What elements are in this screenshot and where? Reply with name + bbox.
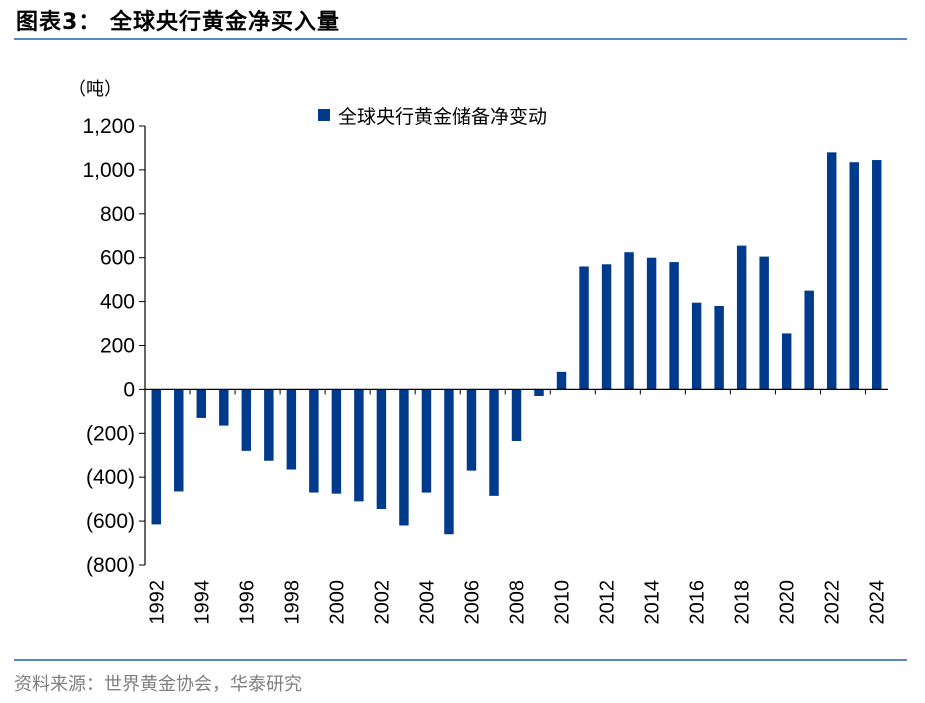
- bar-2019: [759, 256, 769, 390]
- bar-2016: [691, 302, 702, 390]
- y-tick-label: (600): [86, 510, 135, 533]
- y-tick-label: 600: [100, 247, 135, 270]
- x-tick-label: 2020: [777, 580, 799, 625]
- y-tick-label: 1,200: [82, 115, 135, 138]
- x-tick-label: 2008: [507, 580, 529, 625]
- bar-2002: [376, 389, 387, 510]
- y-tick-label: 0: [123, 378, 135, 401]
- bar-1996: [241, 389, 252, 451]
- source-note: 资料来源：世界黄金协会，华泰研究: [14, 674, 302, 695]
- y-tick-label: 200: [100, 335, 135, 358]
- bar-series: [151, 152, 882, 535]
- bar-1993: [174, 389, 184, 492]
- x-tick-label: 2002: [371, 580, 393, 625]
- y-tick-label: 1,000: [82, 159, 135, 182]
- bar-1999: [309, 389, 319, 493]
- bar-2001: [354, 389, 364, 502]
- bar-2022: [826, 152, 837, 390]
- bar-2005: [444, 389, 454, 535]
- x-tick-label: 2012: [597, 580, 619, 625]
- x-tick-label: 1996: [236, 580, 258, 625]
- bar-2013: [624, 252, 634, 390]
- bar-1998: [286, 389, 297, 470]
- x-tick-label: 2018: [732, 580, 754, 625]
- bar-2018: [736, 245, 747, 390]
- bar-2008: [511, 389, 522, 441]
- y-axis-ticks: 1,200 1,000 800 600 400 200 0 (200) (400) (600) (8…: [82, 115, 145, 577]
- bar-2020: [781, 333, 792, 390]
- y-tick-label: (400): [86, 466, 135, 489]
- x-tick-label: 2016: [687, 580, 709, 625]
- bar-chart: 1,2001,0008006004002000(200)(400)(600)(8…: [68, 79, 889, 625]
- bar-2000: [331, 389, 342, 494]
- x-tick-label: 2022: [822, 580, 844, 625]
- bar-2007: [489, 389, 499, 496]
- bar-1994: [196, 389, 207, 418]
- x-tick-label: 2014: [642, 580, 664, 625]
- bar-2014: [646, 257, 657, 390]
- bar-2003: [399, 389, 409, 526]
- bottom-rule: [14, 659, 907, 661]
- x-tick-label: 2000: [326, 580, 348, 625]
- top-rule: [14, 38, 907, 40]
- bar-2024: [872, 160, 882, 390]
- bar-1997: [264, 389, 274, 461]
- x-tick-label: 2004: [416, 580, 438, 625]
- x-tick-label: 2010: [552, 580, 574, 625]
- y-tick-label: (800): [86, 554, 135, 577]
- x-tick-label: 2024: [867, 580, 889, 625]
- legend-label: 全球央行黄金储备净变动: [338, 106, 547, 128]
- bar-2021: [804, 290, 814, 390]
- bar-1995: [219, 389, 229, 426]
- bar-1992: [151, 389, 161, 525]
- bar-2017: [714, 305, 724, 390]
- legend-swatch: [318, 109, 330, 121]
- figure-title: 图表3： 全球央行黄金净买入量: [16, 10, 340, 35]
- x-tick-label: 2006: [461, 580, 483, 625]
- y-unit-label: （吨）: [68, 79, 122, 100]
- x-tick-label: 1994: [191, 580, 213, 625]
- axes: [144, 126, 888, 565]
- bar-2023: [849, 162, 859, 390]
- bar-2015: [669, 262, 679, 390]
- x-axis-ticks: 1992 1994 1996 1998 2000 2002 2004 2006 2008 2010…: [146, 580, 888, 625]
- x-tick-label: 1998: [281, 580, 303, 625]
- bar-2006: [466, 389, 477, 471]
- bar-2012: [601, 264, 612, 390]
- bar-2009: [534, 389, 544, 396]
- y-tick-label: 800: [100, 203, 135, 226]
- bar-2010: [556, 371, 567, 390]
- bar-2011: [579, 266, 589, 390]
- bar-2004: [421, 389, 432, 493]
- y-tick-label: (200): [86, 422, 135, 445]
- y-tick-label: 400: [100, 291, 135, 314]
- x-tick-label: 1992: [146, 580, 168, 625]
